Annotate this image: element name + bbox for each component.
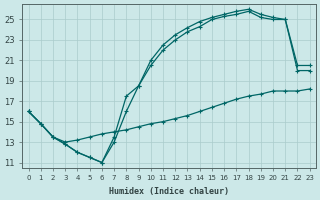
X-axis label: Humidex (Indice chaleur): Humidex (Indice chaleur)	[109, 187, 229, 196]
